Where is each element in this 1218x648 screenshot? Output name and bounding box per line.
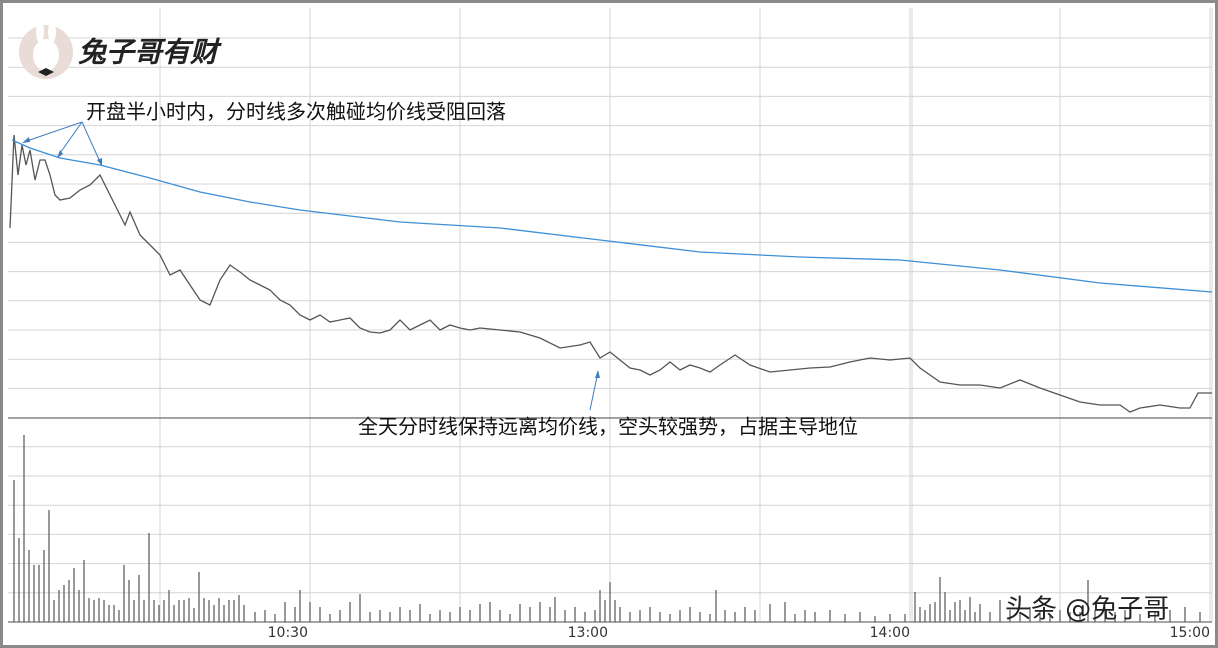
x-tick-label: 10:30 <box>268 625 308 641</box>
arrow <box>589 371 599 411</box>
logo-text: 兔子哥有财 <box>78 36 222 69</box>
logo-ear <box>36 21 44 43</box>
annotation: 开盘半小时内，分时线多次触碰均价线受阻回落 <box>86 100 506 124</box>
arrows <box>22 121 600 411</box>
annotation: 全天分时线保持远离均价线，空头较强势，占据主导地位 <box>358 415 858 439</box>
logo-ear <box>48 21 56 43</box>
x-tick-label: 15:00 <box>1170 625 1210 641</box>
plot <box>9 134 1213 622</box>
x-tick-label: 14:00 <box>870 625 910 641</box>
arrow <box>23 121 83 143</box>
x-tick-label: 13:00 <box>568 625 608 641</box>
logo: 兔子哥有财 <box>19 21 222 79</box>
series-line <box>9 134 1212 413</box>
series-line <box>11 139 1213 293</box>
logo-bowtie <box>38 68 54 76</box>
arrow <box>81 121 102 165</box>
watermark: 头条 @兔子哥 <box>1005 595 1169 625</box>
arrow <box>57 121 83 157</box>
logo-rabbit <box>33 39 59 71</box>
